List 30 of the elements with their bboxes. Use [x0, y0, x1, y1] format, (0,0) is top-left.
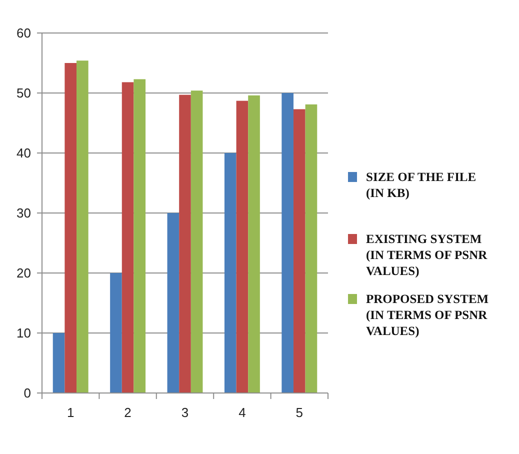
legend-label: PROPOSED SYSTEM (IN TERMS OF PSNR VALUES) — [366, 292, 489, 338]
bar — [179, 94, 191, 393]
x-tick-label: 5 — [296, 405, 304, 420]
bar — [224, 153, 236, 393]
bar — [236, 100, 248, 393]
legend-label: SIZE OF THE FILE (IN KB) — [366, 170, 476, 200]
y-tick-label: 50 — [16, 86, 31, 101]
y-tick-label: 0 — [24, 386, 31, 401]
bar — [122, 82, 134, 393]
y-tick-label: 60 — [16, 26, 31, 41]
bar — [167, 213, 180, 393]
x-tick-label: 3 — [181, 405, 189, 420]
y-tick-label: 10 — [16, 326, 31, 341]
x-tick-label: 4 — [238, 405, 246, 420]
bar — [190, 90, 203, 393]
y-tick-label: 20 — [16, 266, 31, 281]
y-tick-label: 30 — [16, 206, 31, 221]
bar — [110, 273, 122, 393]
y-tick-label: 40 — [16, 146, 31, 161]
bar — [52, 333, 65, 393]
x-tick-label: 2 — [124, 405, 132, 420]
legend-label: EXISTING SYSTEM (IN TERMS OF PSNR VALUES) — [366, 232, 488, 278]
bar — [76, 60, 88, 393]
x-tick-label: 1 — [66, 405, 74, 420]
bar — [305, 104, 318, 393]
bar — [293, 109, 306, 393]
bar — [248, 95, 260, 393]
bar — [282, 93, 294, 393]
bar — [64, 63, 77, 393]
bar — [134, 79, 146, 393]
